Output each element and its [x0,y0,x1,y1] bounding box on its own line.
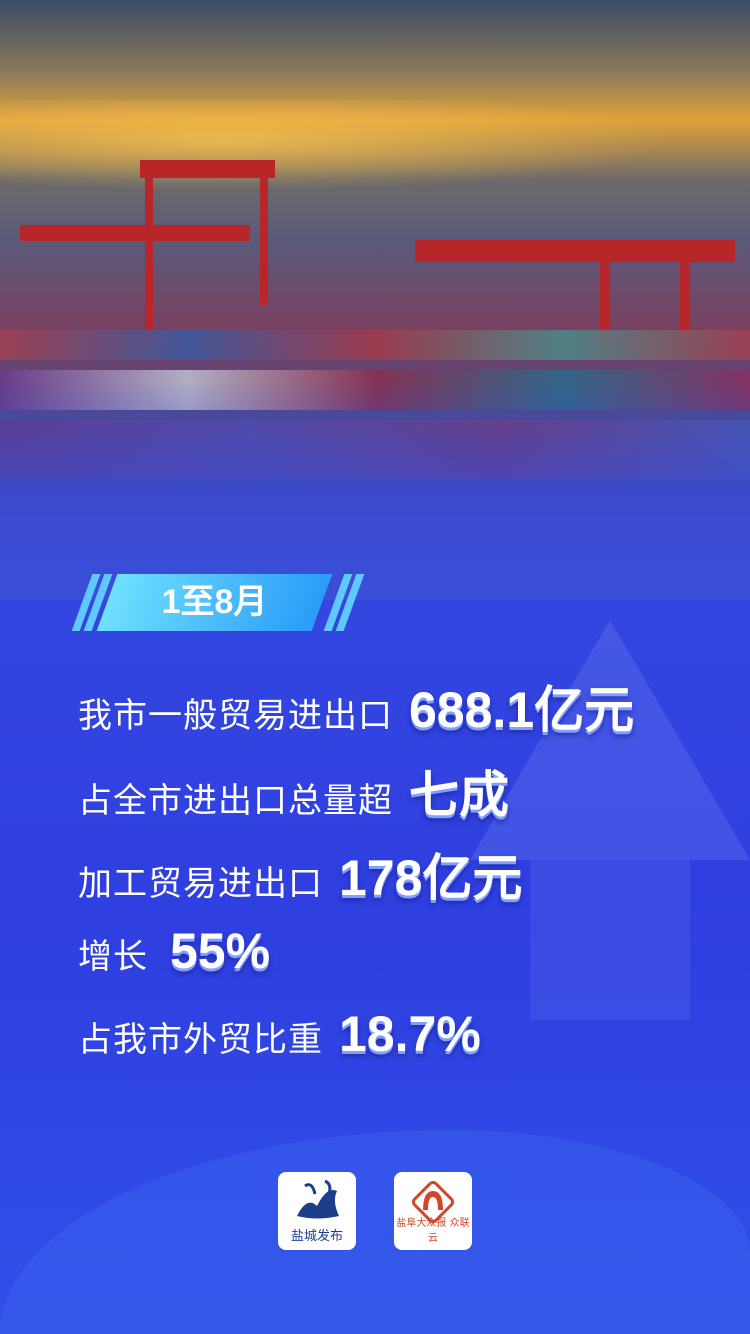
crane-leg [680,255,690,335]
stat-value: 55% [170,923,271,979]
logo-caption: 盐城发布 [290,1229,343,1244]
stat-label: 我市一般贸易进出口 [78,696,393,736]
stat-proportion: 占我市外贸比重 18.7% [78,1005,481,1063]
zhonglianyun-logo: 盐阜大众报 众联云 [394,1172,472,1250]
up-arrow-decoration [470,620,750,860]
stat-value: 七成 [409,767,509,823]
yancheng-release-logo: 盐城发布 [278,1172,356,1250]
port-container-photo [0,0,750,600]
stat-value: 688.1亿元 [409,682,635,738]
gantry-crane [20,225,250,241]
gantry-crane [140,160,275,178]
stat-value: 18.7% [339,1006,481,1062]
wave-decoration [0,1130,750,1334]
logo-caption: 盐阜大众报 众联云 [396,1218,470,1244]
crane-leg [600,255,610,345]
stat-value: 178亿元 [339,850,523,906]
stat-label: 占全市进出口总量超 [78,781,393,821]
stat-label: 加工贸易进出口 [78,864,323,904]
stat-label: 增长 [78,937,148,977]
stat-general-trade: 我市一般贸易进出口 688.1亿元 [78,670,634,742]
arrow-stem-decoration [530,860,690,1020]
crane-leg [260,175,268,305]
period-text: 1至8月 [161,583,268,621]
dragon-emblem-icon [297,1179,339,1219]
stat-processing-trade: 加工贸易进出口 178亿元 [78,838,522,910]
stat-share: 占全市进出口总量超 七成 [78,755,509,827]
diamond-emblem-icon [411,1180,455,1224]
container-row [0,330,750,360]
crane-leg [145,175,153,345]
period-badge: 1至8月 [71,574,365,631]
sunset-glow [0,100,750,200]
stat-label: 占我市外贸比重 [78,1020,323,1060]
photo-fade [0,380,750,600]
gantry-crane [415,240,735,262]
stat-growth: 增长 55% [78,922,270,980]
